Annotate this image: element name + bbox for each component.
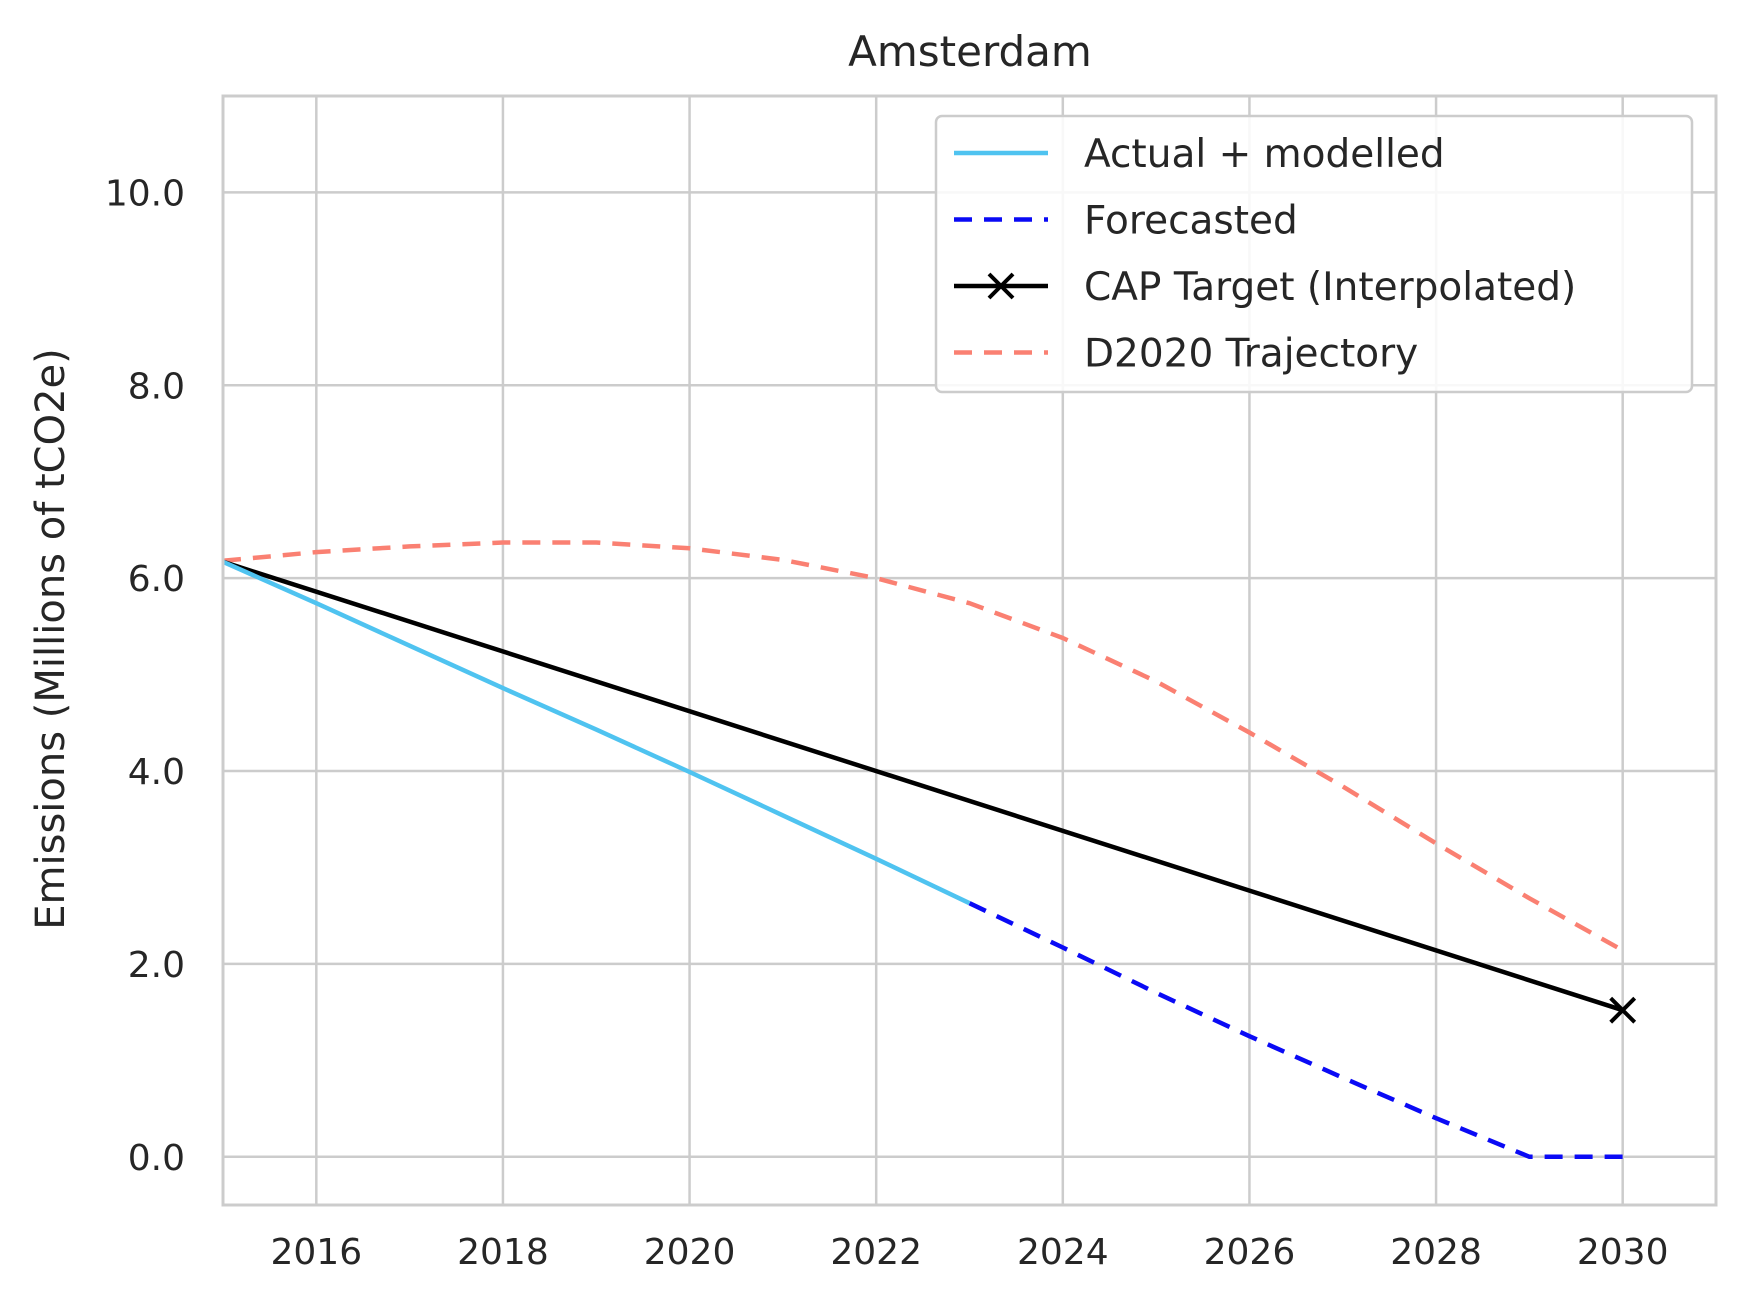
x-tick-label-2028: 2028 <box>1390 1232 1482 1273</box>
y-tick-label-10-0: 10.0 <box>105 173 185 214</box>
y-tick-label-0-0: 0.0 <box>128 1138 185 1179</box>
legend: Actual + modelled Forecasted CAP Target (I… <box>934 114 1694 394</box>
plot-frame <box>221 94 1718 1207</box>
series-marker-cap-target-interpolated <box>1609 996 1637 1024</box>
x-tick-label-2018: 2018 <box>457 1232 549 1273</box>
x-tick-label-2024: 2024 <box>1017 1232 1109 1273</box>
series-line-d2020-trajectory <box>222 540 1624 953</box>
y-axis-label: Emissions (Millions of tCO2e) <box>28 348 74 930</box>
legend-label-forecasted: Forecasted <box>1084 199 1298 244</box>
y-tick-label-8-0: 8.0 <box>128 366 185 407</box>
series-layer <box>222 540 1637 1160</box>
x-tick-label-2020: 2020 <box>644 1232 736 1273</box>
x-tick-label-2022: 2022 <box>830 1232 922 1273</box>
legend-box <box>934 114 1694 394</box>
x-tick-label-2016: 2016 <box>271 1232 363 1273</box>
x-tick-label-2026: 2026 <box>1204 1232 1296 1273</box>
x-tick-label-2030: 2030 <box>1577 1232 1669 1273</box>
legend-marker-cap-target-interpolated <box>987 272 1015 300</box>
tick-labels: 2016 2018 2020 2022 2024 2026 2028 2030 0.0 2.0 4.… <box>105 173 1669 1273</box>
y-tick-label-4-0: 4.0 <box>128 752 185 793</box>
legend-label-cap-target-interpolated: CAP Target (Interpolated) <box>1084 265 1576 310</box>
legend-label-d2020-trajectory: D2020 Trajectory <box>1084 332 1418 377</box>
y-tick-label-6-0: 6.0 <box>128 559 185 600</box>
series-line-cap-target-interpolated <box>222 559 1624 1013</box>
chart-title: Amsterdam <box>848 27 1092 76</box>
series-line-forecasted <box>968 901 1623 1160</box>
y-tick-label-2-0: 2.0 <box>128 945 185 986</box>
series-line-actual-modelled <box>222 559 971 906</box>
legend-label-actual-modelled: Actual + modelled <box>1084 132 1445 177</box>
